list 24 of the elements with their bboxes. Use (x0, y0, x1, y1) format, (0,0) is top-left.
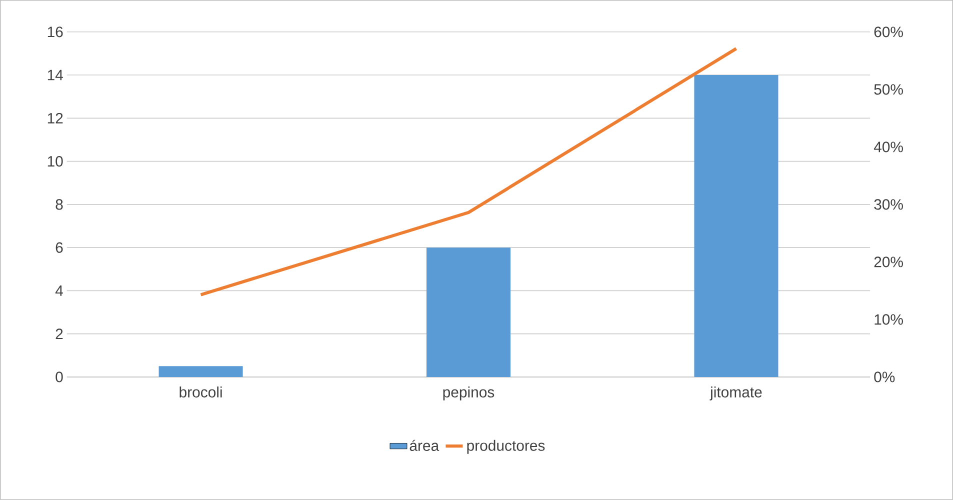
y-tick-label: 16 (48, 26, 63, 38)
y-tick-label: 14 (48, 70, 63, 80)
x-tick-label: pepinos (443, 386, 494, 400)
y-tick-label: 6 (56, 242, 63, 253)
y-tick-label: 8 (56, 199, 63, 210)
y2-tick-label: 10% (874, 314, 903, 325)
bar (694, 75, 778, 378)
y2-tick-label: 50% (874, 84, 903, 95)
y2-tick-label: 40% (874, 142, 903, 152)
y2-tick-label: 0% (874, 372, 895, 382)
y-tick-label: 12 (48, 112, 63, 124)
y-tick-label: 2 (56, 328, 63, 340)
legend-label: productores (467, 440, 545, 454)
y2-tick-label: 20% (874, 256, 903, 268)
bar (426, 248, 511, 378)
legend-label: área (410, 440, 440, 452)
y-tick-label: 4 (55, 286, 63, 296)
y2-tick-label: 30% (874, 199, 903, 210)
y-tick-label: 0 (56, 372, 63, 382)
x-tick-label: jitomate (710, 386, 762, 400)
bar (158, 366, 243, 378)
y-tick-label: 10 (48, 156, 63, 167)
y2-tick-label: 60% (874, 26, 903, 38)
x-tick-label: brocoli (180, 386, 222, 398)
